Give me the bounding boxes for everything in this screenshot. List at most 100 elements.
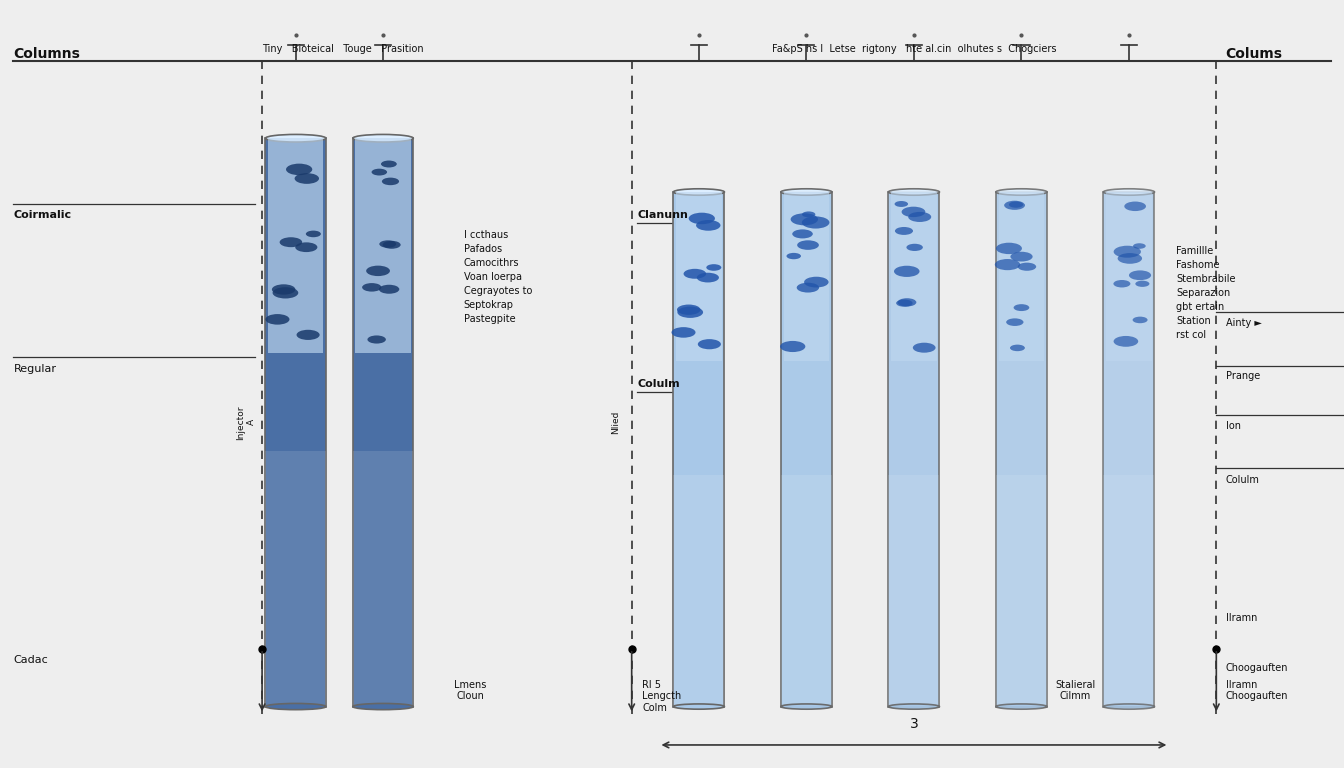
Ellipse shape [677,306,703,318]
Ellipse shape [672,327,696,338]
Ellipse shape [1004,200,1025,210]
Ellipse shape [902,207,925,217]
Ellipse shape [698,339,720,349]
Ellipse shape [696,220,720,230]
Bar [352,138,413,707]
Ellipse shape [380,161,396,167]
Bar [888,192,939,707]
Text: Regular: Regular [13,363,56,374]
Ellipse shape [362,283,382,292]
Bar [673,475,724,707]
Bar [269,138,324,353]
Ellipse shape [382,177,399,185]
Ellipse shape [280,237,302,247]
Ellipse shape [1129,270,1150,280]
Ellipse shape [996,704,1047,709]
Text: Ion: Ion [1226,421,1241,432]
Text: Coirmalic: Coirmalic [13,210,71,220]
Text: Colulm: Colulm [1226,475,1259,485]
Text: Colums: Colums [1226,47,1282,61]
Bar [355,138,410,353]
Ellipse shape [367,336,386,343]
Text: Famillle
Fashome
Stembrabile
Separazion
gbt ertain
Station
rst col: Famillle Fashome Stembrabile Separazion … [1176,246,1235,339]
Ellipse shape [790,214,818,225]
Bar [891,192,937,361]
Bar [1103,475,1154,707]
Ellipse shape [1133,316,1148,323]
Bar [784,192,829,361]
Ellipse shape [781,704,832,709]
Text: I ccthaus
Pafados
Camocithrs
Voan loerpa
Cegrayotes to
Septokrap
Pastegpite: I ccthaus Pafados Camocithrs Voan loerpa… [464,230,532,324]
Ellipse shape [1009,201,1023,208]
Bar [1106,192,1152,361]
Ellipse shape [802,217,829,229]
Ellipse shape [909,212,931,222]
Ellipse shape [1017,263,1036,271]
Text: Choogauften: Choogauften [1226,663,1289,674]
Bar [996,192,1047,707]
Ellipse shape [352,703,413,710]
Ellipse shape [1013,304,1030,311]
Ellipse shape [696,273,719,283]
Ellipse shape [888,189,939,195]
Ellipse shape [266,314,289,325]
Ellipse shape [294,173,319,184]
Ellipse shape [1103,704,1154,709]
Ellipse shape [996,189,1047,195]
Ellipse shape [780,341,805,352]
Text: Clanunn: Clanunn [637,210,688,220]
Ellipse shape [906,243,923,251]
Text: Stalieral
Cilmm: Stalieral Cilmm [1055,680,1095,701]
Bar [673,192,724,707]
Ellipse shape [688,213,715,224]
Text: Ilramn
Choogauften: Ilramn Choogauften [1226,680,1289,701]
Ellipse shape [707,264,722,271]
Ellipse shape [352,134,413,142]
Ellipse shape [379,240,396,248]
Ellipse shape [1118,253,1142,263]
Ellipse shape [684,269,706,279]
Ellipse shape [792,230,813,238]
Ellipse shape [1136,280,1149,287]
Ellipse shape [786,253,801,260]
Bar [352,451,413,707]
Ellipse shape [297,329,320,340]
Ellipse shape [265,134,325,142]
Ellipse shape [379,285,399,293]
Ellipse shape [896,300,913,306]
Ellipse shape [271,284,296,295]
Ellipse shape [1133,243,1145,249]
Ellipse shape [371,169,387,176]
Ellipse shape [366,266,390,276]
Ellipse shape [898,298,917,306]
Ellipse shape [894,266,919,277]
Ellipse shape [1011,252,1032,262]
Ellipse shape [265,703,325,710]
Ellipse shape [673,189,724,195]
Ellipse shape [797,240,818,250]
Text: Ilramn: Ilramn [1226,613,1257,624]
Ellipse shape [383,241,401,249]
Bar [781,475,832,707]
Bar [781,192,832,707]
Ellipse shape [1125,201,1146,211]
Text: Injector
A: Injector A [237,406,255,439]
Ellipse shape [797,283,818,293]
Text: Columns: Columns [13,47,81,61]
Bar [996,475,1047,707]
Bar [888,475,939,707]
Text: 3: 3 [910,717,918,731]
Text: Fa&pS hs l  Letse  rigtony   hte al.cin  olhutes s  Chogciers: Fa&pS hs l Letse rigtony hte al.cin olhu… [771,44,1056,54]
Ellipse shape [802,211,816,217]
Text: Colulm: Colulm [637,379,680,389]
Ellipse shape [1103,189,1154,195]
Bar [265,451,325,707]
Ellipse shape [673,704,724,709]
Ellipse shape [781,189,832,195]
Ellipse shape [1007,319,1024,326]
Text: Nlied: Nlied [612,411,620,434]
Bar [1103,192,1154,707]
Text: Tiny   Bioteical   Touge   Prasition: Tiny Bioteical Touge Prasition [262,44,423,54]
Ellipse shape [1009,345,1025,351]
Ellipse shape [1113,280,1130,287]
